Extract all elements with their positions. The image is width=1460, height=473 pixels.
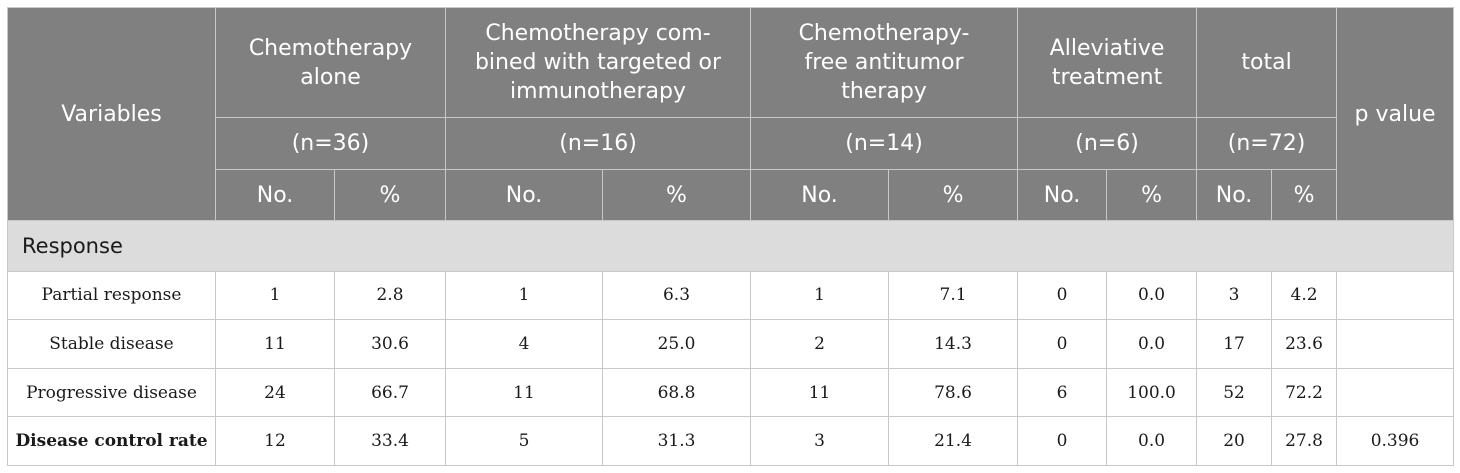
row-label: Disease control rate <box>7 416 216 466</box>
count-cell: 0 <box>1017 416 1108 466</box>
percent-cell: 30.6 <box>334 319 446 369</box>
count-cell: 3 <box>750 416 890 466</box>
group-header-alleviative: Alleviative treatment <box>1017 7 1198 118</box>
percent-column-header: % <box>601 169 752 221</box>
percent-cell: 72.2 <box>1271 367 1338 418</box>
count-cell: 24 <box>215 367 335 418</box>
count-column-header: No. <box>445 169 603 221</box>
results-table: Variables Chemotherapy alone Chemotherap… <box>6 7 1455 466</box>
count-column-header: No. <box>750 169 890 221</box>
percent-cell: 100.0 <box>1106 367 1198 418</box>
table-row: Disease control rate 12 33.4 5 31.3 3 21.4 0 0.0… <box>7 416 1455 466</box>
variables-header: Variables <box>7 7 216 221</box>
group-header-chemo-free: Chemotherapy-free antitumor therapy <box>750 7 1019 118</box>
percent-column-header: % <box>888 169 1019 221</box>
percent-cell: 31.3 <box>601 416 752 466</box>
percent-cell: 14.3 <box>888 319 1019 369</box>
percent-cell: 0.0 <box>1106 270 1198 321</box>
group-header-chemo-alone: Chemotherapy alone <box>215 7 446 118</box>
count-cell: 1 <box>750 270 890 321</box>
percent-column-header: % <box>1271 169 1338 221</box>
p-value-header: p value <box>1336 7 1455 221</box>
percent-cell: 0.0 <box>1106 416 1198 466</box>
count-cell: 52 <box>1196 367 1273 418</box>
group-n-total: (n=72) <box>1196 117 1338 170</box>
count-cell: 1 <box>215 270 335 321</box>
count-cell: 0 <box>1017 319 1108 369</box>
count-cell: 1 <box>445 270 603 321</box>
count-column-header: No. <box>1196 169 1273 221</box>
table-row: Stable disease 11 30.6 4 25.0 2 14.3 0 0.0 17 23.6 <box>7 319 1455 369</box>
count-cell: 5 <box>445 416 603 466</box>
percent-cell: 27.8 <box>1271 416 1338 466</box>
count-cell: 2 <box>750 319 890 369</box>
percent-cell: 25.0 <box>601 319 752 369</box>
count-cell: 20 <box>1196 416 1273 466</box>
p-value-cell <box>1336 319 1455 369</box>
percent-cell: 7.1 <box>888 270 1019 321</box>
percent-cell: 2.8 <box>334 270 446 321</box>
p-value-cell <box>1336 367 1455 418</box>
group-header-chemo-combined: Chemotherapy com-bined with targeted or … <box>444 7 752 118</box>
percent-column-header: % <box>1106 169 1198 221</box>
table-row: Partial response 1 2.8 1 6.3 1 7.1 0 0.0 3 4.2 <box>7 270 1455 321</box>
count-column-header: No. <box>215 169 335 221</box>
table-row: Progressive disease 24 66.7 11 68.8 11 78.6 6 10… <box>7 367 1455 418</box>
percent-cell: 0.0 <box>1106 319 1198 369</box>
percent-cell: 21.4 <box>888 416 1019 466</box>
count-cell: 11 <box>750 367 890 418</box>
p-value-cell: 0.396 <box>1336 416 1455 466</box>
group-n-chemo-free: (n=14) <box>750 117 1019 170</box>
count-cell: 11 <box>445 367 603 418</box>
group-n-alleviative: (n=6) <box>1017 117 1198 170</box>
count-cell: 0 <box>1017 270 1108 321</box>
group-n-chemo-combined: (n=16) <box>444 117 752 170</box>
count-cell: 6 <box>1017 367 1108 418</box>
percent-cell: 23.6 <box>1271 319 1338 369</box>
percent-cell: 66.7 <box>334 367 446 418</box>
count-cell: 17 <box>1196 319 1273 369</box>
percent-cell: 33.4 <box>334 416 446 466</box>
row-label: Progressive disease <box>7 367 216 418</box>
count-cell: 4 <box>445 319 603 369</box>
p-value-cell <box>1336 270 1455 321</box>
percent-cell: 68.8 <box>601 367 752 418</box>
group-n-chemo-alone: (n=36) <box>215 117 446 170</box>
row-label: Stable disease <box>7 319 216 369</box>
percent-cell: 4.2 <box>1271 270 1338 321</box>
count-column-header: No. <box>1017 169 1108 221</box>
count-cell: 12 <box>215 416 335 466</box>
row-label: Partial response <box>7 270 216 321</box>
section-response: Response <box>6 220 1455 272</box>
group-header-total: total <box>1196 7 1338 118</box>
count-cell: 3 <box>1196 270 1273 321</box>
percent-cell: 6.3 <box>601 270 752 321</box>
percent-cell: 78.6 <box>888 367 1019 418</box>
count-cell: 11 <box>215 319 335 369</box>
percent-column-header: % <box>334 169 446 221</box>
